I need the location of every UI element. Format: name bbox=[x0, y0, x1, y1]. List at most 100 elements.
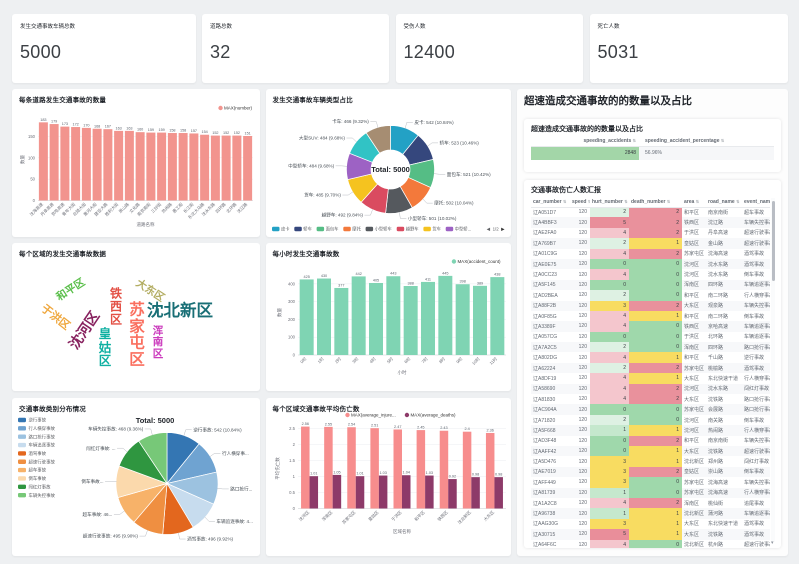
table-row[interactable]: 辽AE0E75 120 0 0 沈河区 沈水东路 酒驾事故 bbox=[531, 258, 770, 270]
bar[interactable] bbox=[385, 276, 400, 355]
table-row[interactable]: 辽A057CG12000于洪区北环路车辆追逐事故 bbox=[531, 331, 770, 343]
legend-item[interactable]: 轿车 bbox=[293, 225, 312, 232]
table-row[interactable]: 辽A4BBF312052铁西区沈辽路车辆失控事故 bbox=[531, 217, 770, 228]
column-header[interactable]: speed ⇅ bbox=[570, 198, 590, 208]
bar[interactable] bbox=[146, 132, 156, 200]
bar[interactable] bbox=[92, 128, 102, 200]
column-header[interactable]: hurt_number ⇅ bbox=[590, 198, 629, 208]
bar[interactable] bbox=[114, 130, 124, 200]
bar[interactable] bbox=[60, 126, 70, 200]
sort-icon[interactable]: ⇅ bbox=[695, 199, 700, 205]
bar[interactable] bbox=[333, 287, 348, 355]
table-row[interactable]: 辽A0CC23 120 4 0 沈河区 沈水东路 倒车事故 bbox=[531, 269, 770, 280]
bar[interactable] bbox=[403, 286, 418, 355]
bar[interactable] bbox=[424, 475, 434, 508]
bar[interactable] bbox=[470, 476, 480, 508]
bar[interactable] bbox=[351, 276, 366, 355]
legend-item[interactable]: 闯红灯事故 bbox=[18, 483, 51, 490]
scrollbar-down-arrow[interactable]: ▾ bbox=[771, 540, 774, 546]
column-header[interactable]: car_number ⇅ bbox=[531, 198, 570, 208]
wordcloud-word[interactable]: 浑南区 bbox=[152, 325, 164, 360]
bar[interactable] bbox=[489, 277, 504, 355]
legend-item[interactable]: 货车 bbox=[422, 225, 441, 232]
column-header[interactable]: speeding_accident_percentage ⇅ bbox=[639, 135, 774, 147]
table-row[interactable]: 辽AAFF4212001大东区沈铁路超速行驶事故 bbox=[531, 445, 770, 457]
table-row[interactable]: 辽A5F66812011沈河区热闹路行人横穿事故 bbox=[531, 425, 770, 436]
bar[interactable] bbox=[420, 281, 435, 355]
table-row[interactable]: 辽AD3F4812002和平区南京南街车辆失控事故 bbox=[531, 435, 770, 446]
bar[interactable] bbox=[300, 426, 310, 508]
table-row[interactable]: 辽AE7019 120 3 2 皇姑区 崇山路 倒车事故 bbox=[531, 466, 770, 478]
bar[interactable] bbox=[439, 430, 448, 508]
table-row[interactable]: 辽A8173912010苏家屯区沈海高速行人横穿事故 bbox=[531, 487, 770, 498]
bar[interactable] bbox=[210, 135, 220, 200]
bar[interactable] bbox=[299, 279, 314, 355]
bar[interactable] bbox=[71, 126, 81, 200]
legend-item[interactable]: 酒驾事故 bbox=[18, 450, 47, 457]
table-row[interactable]: 辽AE2FA012042于洪区丹阜高速超速行驶事故 bbox=[531, 227, 770, 239]
bar[interactable] bbox=[346, 426, 356, 508]
table-row[interactable]: 辽A051D7 120 2 2 和平区 南京南街 超车事故 bbox=[531, 207, 770, 218]
legend-item[interactable]: 超车事故 bbox=[18, 466, 47, 473]
sort-icon[interactable]: ⇅ bbox=[720, 137, 725, 143]
wordcloud-word[interactable]: 铁西区 bbox=[109, 286, 123, 327]
bar[interactable] bbox=[332, 474, 341, 508]
hourly-accidents-bar-chart[interactable]: 0 100 200 300 400 425 430 377 442 405 443 388 411 445… bbox=[266, 243, 511, 391]
bar[interactable] bbox=[316, 278, 331, 355]
sort-icon[interactable]: ⇅ bbox=[563, 199, 567, 205]
table-row[interactable]: 辽A5F14512000浑南区四环路车辆追逐事故 bbox=[531, 279, 770, 291]
table-row[interactable]: 辽A7A2C512020浑南区四环路路口抢行事故 bbox=[531, 342, 770, 353]
wordcloud-word[interactable]: 沈河区 bbox=[65, 308, 103, 352]
table-row[interactable]: 辽A8183012042大东区沈铁路路口抢行事故 bbox=[531, 394, 770, 405]
wordcloud-word[interactable]: 于洪区 bbox=[38, 302, 73, 333]
bar[interactable] bbox=[38, 121, 48, 200]
bar[interactable] bbox=[393, 428, 402, 508]
bar[interactable] bbox=[221, 135, 231, 200]
sort-icon[interactable]: ⇅ bbox=[587, 199, 590, 205]
bar[interactable] bbox=[485, 432, 494, 508]
legend-item[interactable]: 行人横穿事故 bbox=[18, 424, 55, 431]
bar[interactable] bbox=[167, 132, 177, 200]
bar[interactable] bbox=[368, 282, 383, 355]
bar[interactable] bbox=[462, 431, 471, 508]
table-row[interactable]: 辽A1A2C8 120 4 2 浑南区 桃仙街 追尾事故 bbox=[531, 497, 770, 509]
legend-item[interactable]: 面包车 bbox=[316, 225, 339, 232]
legend-item[interactable]: MAX(accident_count) bbox=[451, 259, 500, 264]
table-row[interactable]: 辽A64F6C12040沈北新区杭州路超速行驶事故 bbox=[531, 539, 770, 548]
sort-icon[interactable]: ⇅ bbox=[632, 137, 636, 143]
table-row[interactable]: 辽A62224 120 2 2 苏家屯区 桃榆路 酒驾事故 bbox=[531, 362, 770, 374]
bar[interactable] bbox=[369, 427, 379, 508]
column-header[interactable]: death_number ⇅ bbox=[629, 198, 682, 208]
table-row[interactable]: 辽A30715 120 5 1 大东区 沈铁路 酒驾事故 bbox=[531, 529, 770, 540]
area-average-casualty-bar-chart[interactable]: 0 0.5 1 1.5 2 2.5 2.56 2.55 2.54 2.51 2.47 2.45 2.43… bbox=[266, 398, 511, 557]
wordcloud-word[interactable]: 和平区 bbox=[54, 276, 88, 304]
table-row[interactable]: 辽A769B712021皇姑区金山路超速行驶事故 bbox=[531, 238, 770, 249]
wordcloud-word[interactable]: 大东区 bbox=[133, 277, 167, 305]
legend-pagination[interactable]: ◀ 1/2 ▶ bbox=[486, 226, 505, 231]
road-accidents-bar-chart[interactable]: 0 50 100 150 183 179 173 172 170 168 167 163 163 160 1… bbox=[12, 89, 260, 237]
column-header[interactable]: event_name ⇅ bbox=[742, 198, 770, 208]
legend-item[interactable]: 越野车 bbox=[396, 225, 419, 232]
bar[interactable] bbox=[493, 476, 503, 508]
table-row[interactable]: 辽AFF44912030苏家屯区沈海高速车辆失控事故 bbox=[531, 477, 770, 488]
wordcloud-word[interactable]: 苏家屯区 bbox=[129, 301, 145, 369]
table-scrollbar-thumb[interactable] bbox=[771, 201, 775, 281]
legend-item[interactable]: MAX(average_injure... bbox=[344, 412, 395, 417]
legend-item[interactable]: MAX(average_deaths) bbox=[404, 412, 455, 417]
table-row[interactable]: 辽A5D476 120 3 1 沈北新区 郑州路 闯红灯事故 bbox=[531, 456, 770, 467]
table-row[interactable]: 辽A802DG 120 4 1 和平区 千山路 逆行事故 bbox=[531, 352, 770, 363]
legend-item[interactable]: 车辆追逐事故 bbox=[18, 441, 55, 448]
table-row[interactable]: 辽AD2BEA12020和平区南二环路行人横穿事故 bbox=[531, 290, 770, 301]
bar[interactable] bbox=[401, 474, 411, 508]
bar[interactable] bbox=[232, 135, 242, 200]
wordcloud-word[interactable]: 沈北新区 bbox=[147, 301, 213, 320]
sort-icon[interactable]: ⇅ bbox=[624, 199, 628, 205]
bar[interactable] bbox=[309, 475, 318, 508]
bar[interactable] bbox=[455, 284, 470, 355]
table-row[interactable]: 辽AC904A12000苏家屯区会展路路口抢行事故 bbox=[531, 404, 770, 415]
pie-slice[interactable] bbox=[365, 124, 391, 154]
area-wordcloud[interactable]: 和平区 大东区 于洪区 沈河区铁西区 沈北新区皇姑区 苏家屯区浑南区 bbox=[12, 243, 260, 391]
legend-item[interactable]: MAX(number) bbox=[218, 105, 253, 110]
table-row[interactable]: 辽A01C9G 120 4 2 苏家屯区 沈海高速 酒驾事故 bbox=[531, 248, 770, 259]
legend-item[interactable]: 小型轿车 bbox=[365, 225, 392, 232]
